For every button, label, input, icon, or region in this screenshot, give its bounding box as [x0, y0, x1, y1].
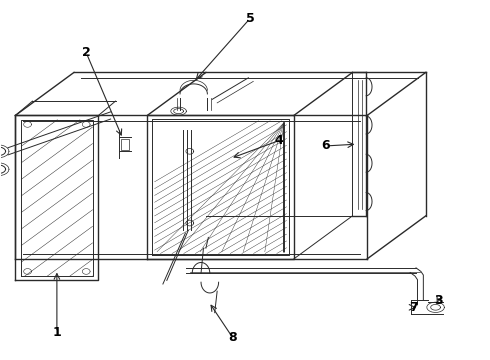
- Text: 6: 6: [321, 139, 330, 152]
- Text: 4: 4: [275, 134, 284, 147]
- Bar: [122, 139, 129, 149]
- Text: 1: 1: [52, 326, 61, 339]
- Text: 5: 5: [245, 12, 254, 25]
- Text: 2: 2: [82, 46, 91, 59]
- Text: 8: 8: [228, 331, 237, 344]
- Text: 7: 7: [409, 301, 418, 314]
- Text: 3: 3: [434, 294, 442, 307]
